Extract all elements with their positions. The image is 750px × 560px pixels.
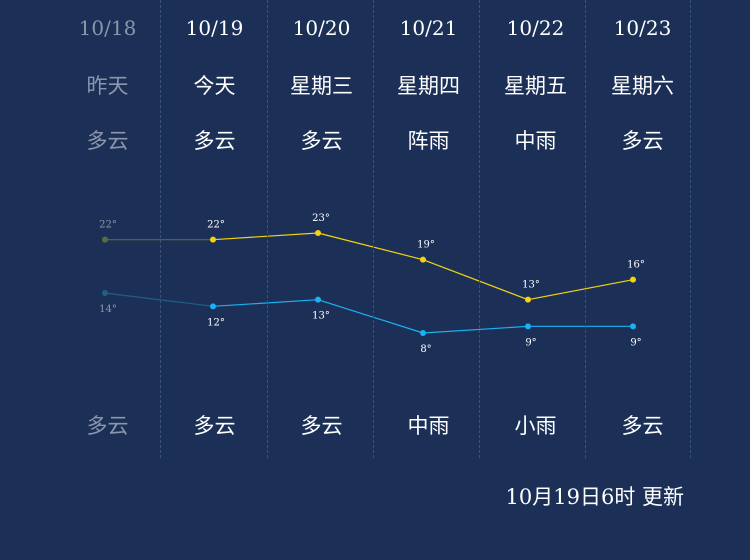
day-weather-night: 多云 (193, 414, 236, 438)
high-temp-segment (212, 232, 319, 241)
temperature-chart: 22° 14° 22° 12° 23° 13° 19° 8° 13° 9° 16° 9° (99, 213, 645, 355)
column-divider (585, 0, 586, 458)
day-weather-night: 多云 (86, 414, 129, 438)
high-temp-segment (317, 232, 424, 261)
day-date: 10/18 (78, 16, 137, 40)
high-temp-label: 13° (522, 280, 540, 291)
day-weekday: 星期六 (611, 74, 674, 98)
column-divider (690, 0, 691, 458)
day-column-2: 10/20 星期三 多云 多云 (268, 0, 375, 460)
high-temp-segment (527, 279, 634, 301)
day-weather-day: 多云 (300, 129, 343, 153)
high-temp-label: 19° (417, 240, 435, 251)
high-temp-label: 22° (99, 220, 117, 231)
day-column-4: 10/22 星期五 中雨 小雨 (482, 0, 589, 460)
high-temp-point (525, 296, 531, 303)
low-temp-segment (422, 325, 529, 334)
low-temp-point (102, 290, 108, 296)
day-column-5: 10/23 星期六 多云 多云 (589, 0, 696, 460)
low-temp-segment (104, 292, 214, 307)
day-weather-day: 中雨 (514, 129, 557, 153)
high-temp-point (630, 276, 636, 283)
day-weather-day: 多云 (86, 129, 129, 153)
day-weather-night: 多云 (300, 414, 343, 438)
day-column-0: 10/18 昨天 多云 多云 (54, 0, 161, 460)
high-temp-point (315, 230, 321, 236)
low-temp-point (315, 296, 321, 303)
day-weekday: 今天 (193, 74, 236, 98)
high-temp-segment (422, 259, 529, 301)
day-weather-night: 小雨 (514, 414, 557, 438)
low-temp-label: 14° (99, 304, 117, 315)
day-weekday: 星期四 (397, 74, 460, 98)
low-temp-segment (212, 299, 319, 307)
low-temp-segment (317, 299, 424, 334)
day-weekday: 星期五 (504, 74, 567, 98)
day-weather-day: 多云 (193, 129, 236, 153)
low-temp-label: 12° (207, 317, 225, 328)
low-temp-point (630, 323, 636, 330)
low-temp-point (525, 323, 531, 330)
day-weather-day: 阵雨 (407, 129, 450, 153)
day-weather-night: 多云 (621, 414, 664, 438)
low-temp-label: 9° (630, 337, 641, 348)
day-column-1: 10/19 今天 多云 多云 (161, 0, 268, 460)
low-temp-point (210, 303, 216, 310)
low-temp-label: 8° (420, 344, 431, 355)
high-temp-point (420, 256, 426, 263)
day-weather-day: 多云 (621, 129, 664, 153)
low-temp-label: 13° (312, 311, 330, 322)
low-temp-label: 9° (525, 337, 536, 348)
high-temp-label: 16° (627, 260, 645, 271)
column-divider (373, 0, 374, 458)
day-date: 10/23 (613, 16, 672, 40)
high-temp-point (102, 236, 108, 243)
day-date: 10/20 (292, 16, 351, 40)
day-weekday: 昨天 (86, 74, 129, 98)
column-divider (479, 0, 480, 458)
column-divider (160, 0, 161, 458)
low-temp-point (420, 330, 426, 336)
day-date: 10/21 (399, 16, 458, 40)
day-date: 10/19 (185, 16, 244, 40)
day-date: 10/22 (506, 16, 565, 40)
high-temp-point (210, 236, 216, 243)
column-divider (267, 0, 268, 458)
day-weekday: 星期三 (290, 74, 353, 98)
day-column-3: 10/21 星期四 阵雨 中雨 (375, 0, 482, 460)
update-time: 10月19日6时 更新 (505, 485, 684, 509)
day-weather-night: 中雨 (407, 414, 450, 438)
high-temp-label: 22° (207, 220, 225, 231)
high-temp-label: 23° (312, 213, 330, 224)
